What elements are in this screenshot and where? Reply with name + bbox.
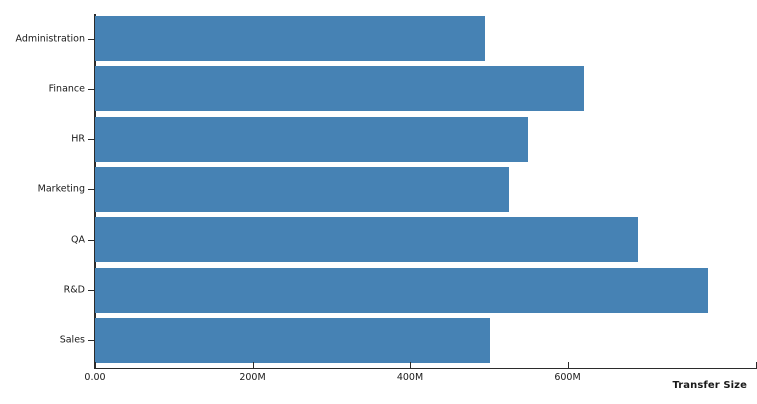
bar-rect: [95, 66, 585, 112]
bar-rect: [95, 217, 639, 263]
bar-rect: [95, 116, 529, 162]
y-tick-label-marketing: Marketing: [37, 183, 85, 195]
y-tick-label-hr: HR: [71, 133, 85, 145]
bar-sales[interactable]: [95, 317, 491, 363]
y-tick-label-administration: Administration: [15, 32, 85, 44]
bar-rect: [95, 267, 708, 313]
y-tick-label-finance: Finance: [48, 83, 85, 95]
x-axis-title: Transfer Size: [672, 380, 747, 391]
bar-r-d[interactable]: [95, 267, 708, 313]
y-tick-mark: [88, 340, 95, 342]
bar-finance[interactable]: [95, 66, 585, 112]
y-tick-mark: [88, 139, 95, 141]
x-tick-mark: [410, 362, 411, 369]
y-tick-mark: [88, 38, 95, 40]
x-tick-label-200M: 200M: [239, 372, 266, 383]
y-tick-label-r-d: R&D: [63, 284, 85, 296]
x-axis-line: [94, 368, 757, 369]
y-tick-label-qa: QA: [71, 233, 85, 245]
y-tick-mark: [88, 290, 95, 291]
bar-rect: [95, 317, 491, 363]
x-tick-label-400M: 400M: [396, 372, 424, 383]
bar-administration[interactable]: [95, 16, 485, 61]
y-tick-label-sales: Sales: [59, 334, 85, 346]
x-tick-mark: [252, 362, 254, 369]
y-tick-mark: [88, 189, 95, 191]
x-tick-mark: [567, 362, 569, 369]
y-tick-mark: [88, 88, 95, 90]
bar-rect: [95, 16, 485, 61]
x-tick-label-600M: 600M: [554, 372, 581, 383]
bar-qa[interactable]: [95, 217, 639, 263]
bar-marketing[interactable]: [95, 166, 510, 212]
x-tick-mark: [95, 362, 96, 369]
y-tick-mark: [88, 239, 95, 241]
x-tick-label-0.00: 0.00: [84, 372, 106, 383]
bar-rect: [95, 166, 510, 212]
bar-hr[interactable]: [95, 116, 529, 162]
